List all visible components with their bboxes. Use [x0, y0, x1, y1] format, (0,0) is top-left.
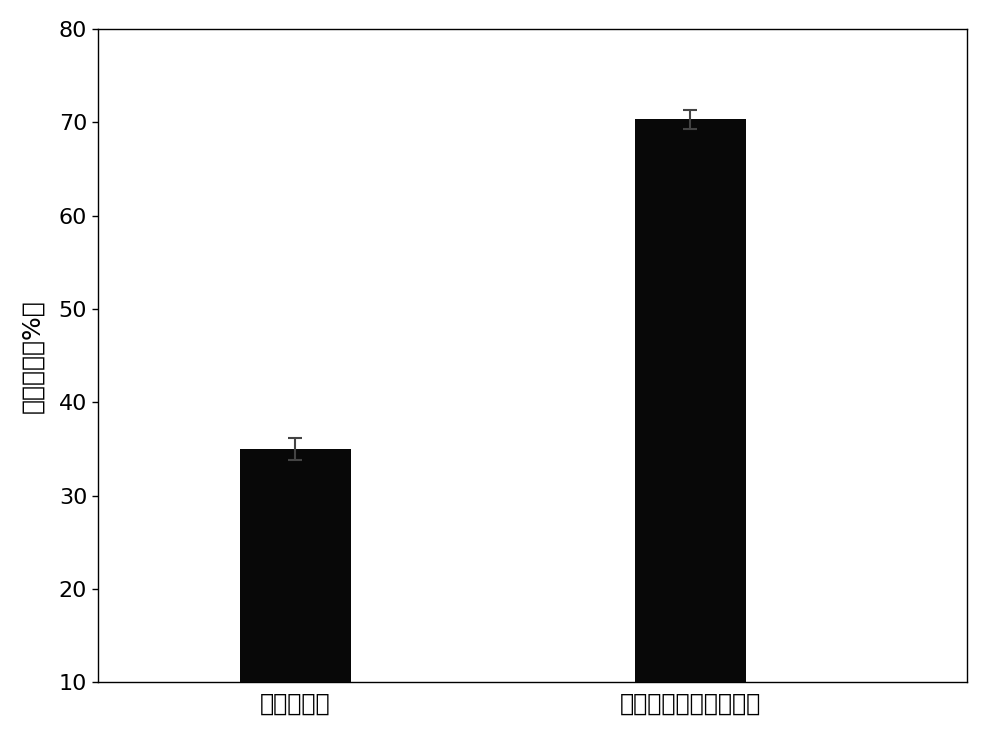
Bar [240, 449, 351, 737]
Y-axis label: 复性收率（%）: 复性收率（%） [21, 298, 44, 413]
Bar [635, 119, 746, 737]
